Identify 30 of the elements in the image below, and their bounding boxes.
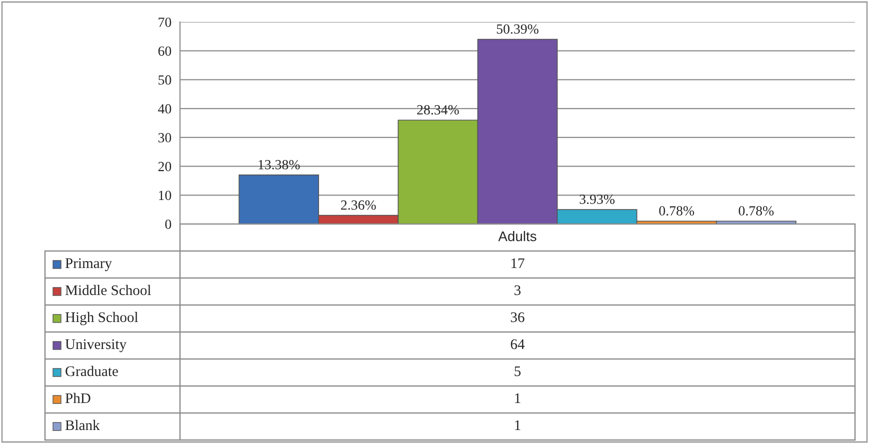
text: 3: [514, 285, 521, 296]
y-tick-label: 20: [158, 162, 172, 172]
y-tick-label: 50: [158, 75, 172, 85]
annotation: 3.93%: [580, 194, 615, 204]
text: 64: [510, 339, 525, 350]
y-tick-label: 10: [159, 190, 172, 200]
annotation: 0.78%: [738, 206, 774, 216]
y-tick-label: 0: [165, 220, 172, 229]
legend-label: Primary: [65, 258, 112, 272]
text: 1: [515, 420, 520, 430]
y-tick-label: 30: [158, 133, 172, 142]
annotation: 0.78%: [659, 206, 694, 216]
text: 36: [510, 312, 524, 322]
y-tick-label: 60: [158, 46, 172, 56]
legend-label: PhD: [65, 392, 90, 404]
annotation: 13.38%: [258, 160, 300, 170]
text: 1: [515, 393, 520, 404]
legend-label: Graduate: [66, 366, 118, 376]
annotation: 2.36%: [341, 200, 376, 210]
legend-label: Blank: [65, 420, 100, 430]
legend-label: High School: [65, 312, 138, 326]
text: 17: [511, 258, 524, 268]
annotation: 50.39%: [496, 24, 538, 34]
annotation: 28.34%: [417, 105, 459, 115]
y-tick-label: 70: [158, 18, 172, 27]
x-tick-label: Adults: [498, 231, 536, 242]
legend-label: University: [65, 339, 127, 352]
legend-label: Middle School: [65, 284, 151, 296]
text: 5: [514, 366, 521, 376]
y-tick-label: 40: [158, 104, 172, 114]
